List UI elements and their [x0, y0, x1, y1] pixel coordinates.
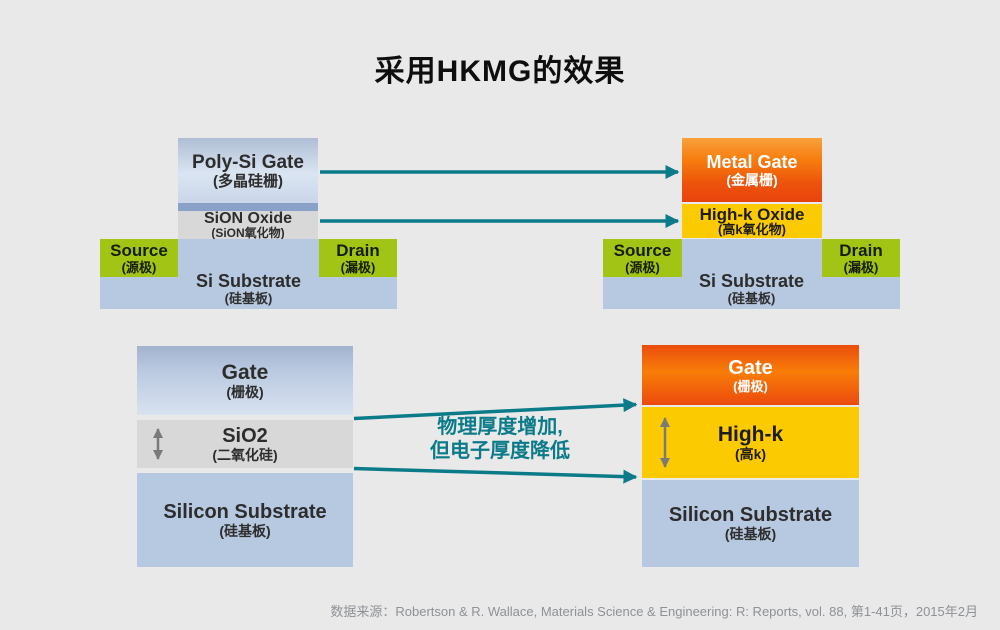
- region-sublabel: (源极): [121, 259, 157, 275]
- region-label: Source: [110, 240, 168, 260]
- layer-sublabel: (硅基板): [219, 522, 271, 539]
- drain-region: Drain (漏极): [319, 239, 397, 277]
- layer-label: SiON Oxide: [203, 210, 293, 227]
- region-sublabel: (源极): [625, 259, 660, 275]
- layer-sublabel: (多晶硅栅): [213, 172, 283, 190]
- layer-sublabel: (栅极): [226, 384, 264, 400]
- silicon-substrate-layer: Silicon Substrate (硅基板): [642, 480, 859, 567]
- divergence-line-bottom: [353, 466, 638, 484]
- source-region: Source (源极): [603, 239, 682, 277]
- layer-label: Si Substrate: [698, 271, 805, 291]
- layer-sublabel: (二氧化硅): [212, 446, 278, 463]
- layer-sublabel: (硅基板): [724, 526, 777, 542]
- si-substrate-label: Si Substrate (硅基板): [100, 271, 397, 307]
- thickness-annotation: 物理厚度增加, 但电子厚度降低: [390, 415, 610, 463]
- layer-label: SiO2: [222, 424, 268, 447]
- layer-label: High-k: [717, 423, 784, 446]
- source-region: Source (源极): [100, 239, 178, 277]
- annotation-line1: 物理厚度增加,: [437, 416, 563, 438]
- annotation-line2: 但电子厚度降低: [430, 440, 570, 462]
- drain-region: Drain (漏极): [822, 239, 900, 277]
- layer-sublabel: (SiON氧化物): [211, 226, 285, 240]
- layer-sublabel: (金属栅): [726, 172, 778, 188]
- high-k-oxide-layer: High-k Oxide (高k氧化物): [682, 204, 822, 238]
- poly-si-gate-layer: Poly-Si Gate (多晶硅栅): [178, 138, 318, 203]
- layer-label: Metal Gate: [706, 152, 798, 172]
- layer-label: High-k Oxide: [699, 204, 805, 224]
- sio2-layer: SiO2 (二氧化硅): [137, 420, 353, 468]
- layer-label: Gate: [728, 356, 773, 379]
- layer-label: Silicon Substrate: [668, 504, 833, 526]
- silicon-substrate-layer: Silicon Substrate (硅基板): [137, 473, 353, 567]
- layer-label: Poly-Si Gate: [192, 151, 304, 173]
- layer-label: Silicon Substrate: [163, 500, 327, 523]
- sion-oxide-layer: SiON Oxide (SiON氧化物): [178, 211, 318, 240]
- region-sublabel: (漏极): [843, 259, 879, 275]
- high-k-layer: High-k (高k): [642, 407, 859, 478]
- layer-sublabel: (高k氧化物): [718, 221, 786, 237]
- page-title: 采用HKMG的效果: [374, 55, 626, 88]
- metal-gate-layer: Metal Gate (金属栅): [682, 138, 822, 202]
- si-substrate-label: Si Substrate (硅基板): [603, 271, 900, 307]
- gate-oxide-interface-strip: [178, 203, 318, 211]
- layer-label: Si Substrate: [195, 271, 302, 291]
- layer-sublabel: (硅基板): [224, 291, 273, 306]
- layer-sublabel: (高k): [734, 446, 767, 462]
- layer-sublabel: (栅极): [733, 378, 768, 394]
- layer-sublabel: (硅基板): [727, 291, 776, 306]
- region-label: Source: [613, 240, 672, 260]
- region-label: Drain: [336, 240, 380, 260]
- region-sublabel: (漏极): [340, 259, 376, 275]
- layer-label: Gate: [221, 361, 269, 384]
- region-label: Drain: [839, 240, 883, 260]
- gate-layer: Gate (栅极): [642, 345, 859, 405]
- gate-layer: Gate (栅极): [137, 346, 353, 415]
- data-source-caption: 数据来源：Robertson & R. Wallace, Materials S…: [330, 604, 978, 619]
